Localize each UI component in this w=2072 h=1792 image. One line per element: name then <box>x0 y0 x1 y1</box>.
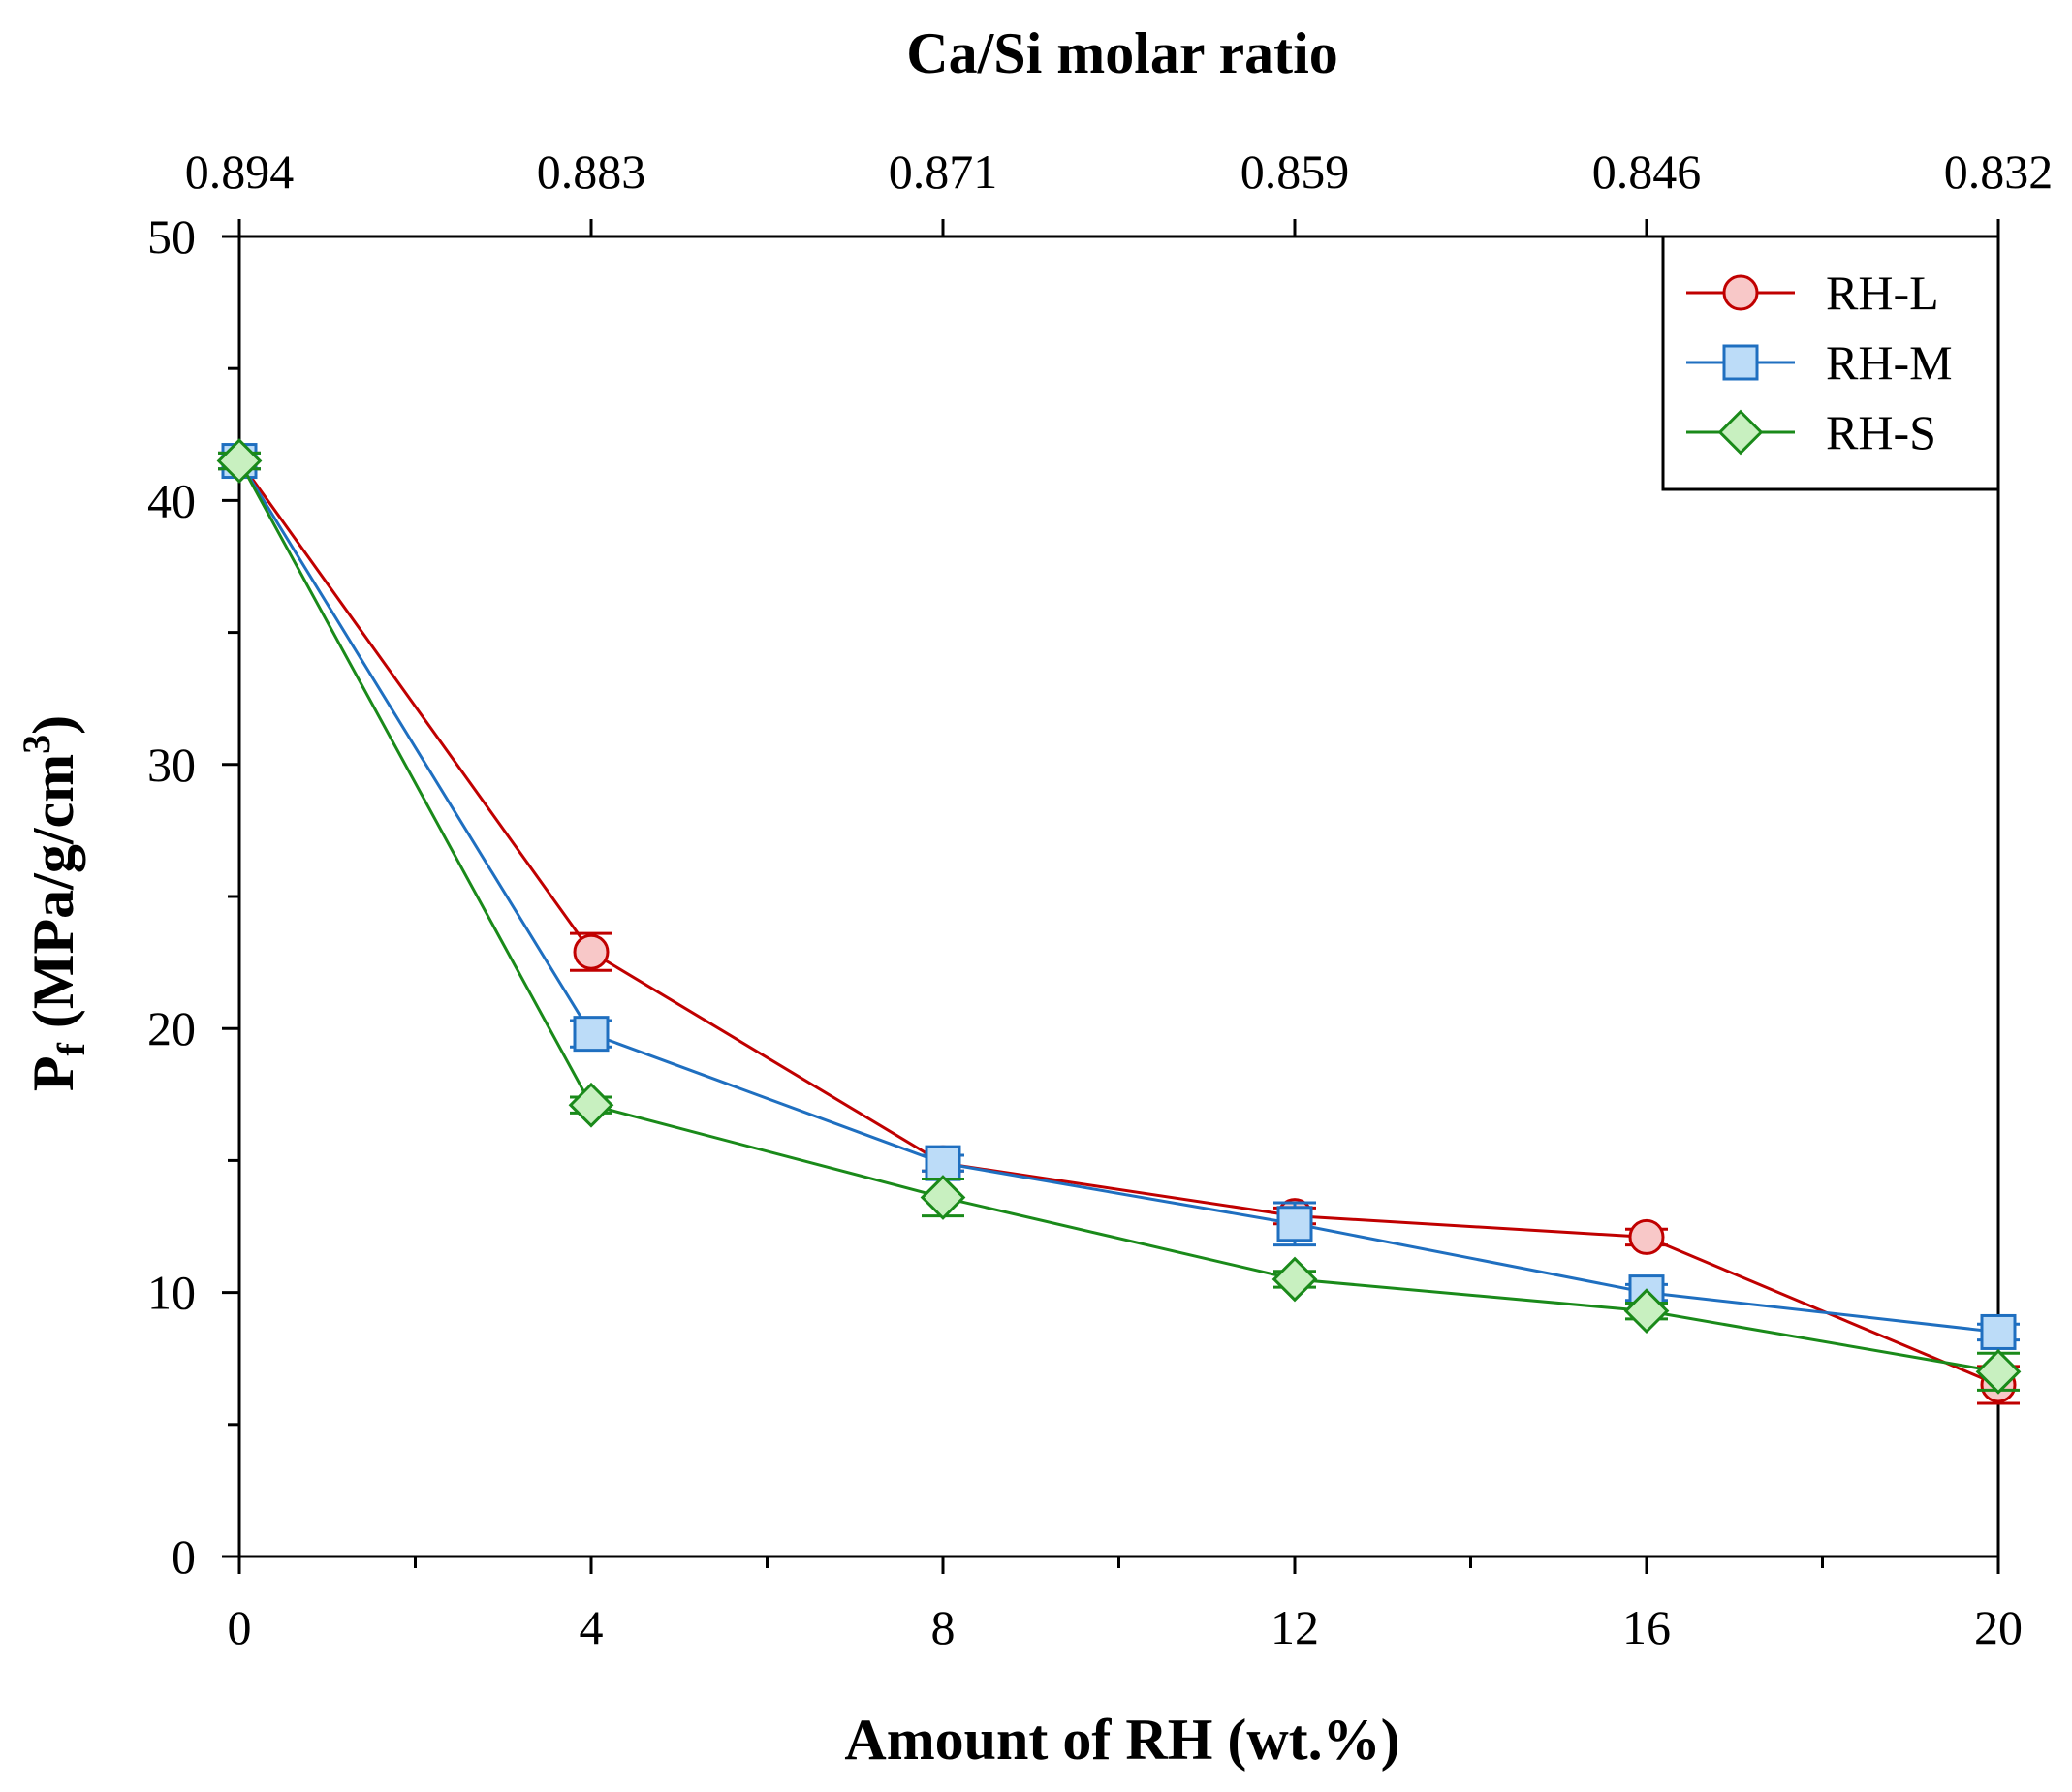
series-line-rh-s <box>237 459 1999 1373</box>
x-tick-label: 4 <box>580 1600 604 1654</box>
legend-marker-rh-l <box>1722 274 1759 311</box>
y-axis-title-main: P <box>21 1055 85 1091</box>
y-axis-title-rest: (MPa/g/cm <box>21 754 85 1043</box>
legend-marker-rh-s <box>1717 409 1764 456</box>
series-line-rh-m <box>237 459 1999 1334</box>
data-point-rh-m <box>925 1145 961 1181</box>
legend-label-rh-s: RH-S <box>1826 405 1936 459</box>
y-tick-label: 30 <box>147 738 196 792</box>
x-tick-label: 0 <box>228 1600 252 1654</box>
data-point-rh-s <box>920 1175 966 1220</box>
data-point-rh-m <box>573 1016 610 1053</box>
series-line-rh-l <box>237 459 1999 1387</box>
x-tick-label: 12 <box>1271 1600 1319 1654</box>
x2-tick-label: 0.846 <box>1592 144 1702 199</box>
y-tick-label: 20 <box>147 1001 196 1055</box>
x-tick-label: 16 <box>1622 1600 1671 1654</box>
legend-label-rh-l: RH-L <box>1826 266 1939 320</box>
legend-marker-rh-m <box>1722 344 1759 381</box>
x2-tick-label: 0.894 <box>185 144 295 199</box>
x-tick-label: 20 <box>1974 1600 2023 1654</box>
y-axis-title-sup: 3 <box>15 735 58 754</box>
x2-axis-title: Ca/Si molar ratio <box>906 21 1338 85</box>
series-rh-s <box>216 438 2022 1395</box>
series-rh-m <box>218 443 2020 1350</box>
data-point-rh-m <box>1980 1313 2017 1350</box>
data-point-rh-s <box>568 1082 614 1128</box>
y-axis-title: Pf (MPa/g/cm3) <box>15 715 93 1091</box>
legend-label-rh-m: RH-M <box>1826 335 1953 390</box>
data-point-rh-m <box>1276 1206 1313 1242</box>
data-point-rh-s <box>1271 1256 1318 1303</box>
data-point-rh-l <box>573 933 610 970</box>
x2-tick-label: 0.832 <box>1944 144 2054 199</box>
data-point-rh-s <box>1623 1288 1670 1335</box>
series-layer <box>216 438 2022 1405</box>
y-axis-title-sub: f <box>49 1042 93 1055</box>
y-axis-title-close: ) <box>21 715 85 735</box>
y-tick-label: 0 <box>172 1529 196 1584</box>
data-point-rh-s <box>1975 1348 2022 1395</box>
y-tick-label: 40 <box>147 473 196 527</box>
x-axis-title: Amount of RH (wt.%) <box>844 1708 1399 1772</box>
x2-tick-label: 0.871 <box>889 144 998 199</box>
x-tick-label: 8 <box>931 1600 956 1654</box>
series-rh-l <box>218 443 2020 1405</box>
x2-tick-label: 0.859 <box>1240 144 1350 199</box>
data-point-rh-s <box>216 438 263 484</box>
data-point-rh-l <box>1628 1218 1665 1255</box>
x2-tick-label: 0.883 <box>537 144 646 199</box>
legend: RH-L RH-M RH-S <box>1661 235 2000 491</box>
axes: 0 10 20 30 40 50 0 0.894 4 0.883 8 0.871 12 0.859 16 0.… <box>147 144 2053 1654</box>
y-tick-label: 10 <box>147 1266 196 1320</box>
y-tick-label: 50 <box>147 209 196 264</box>
